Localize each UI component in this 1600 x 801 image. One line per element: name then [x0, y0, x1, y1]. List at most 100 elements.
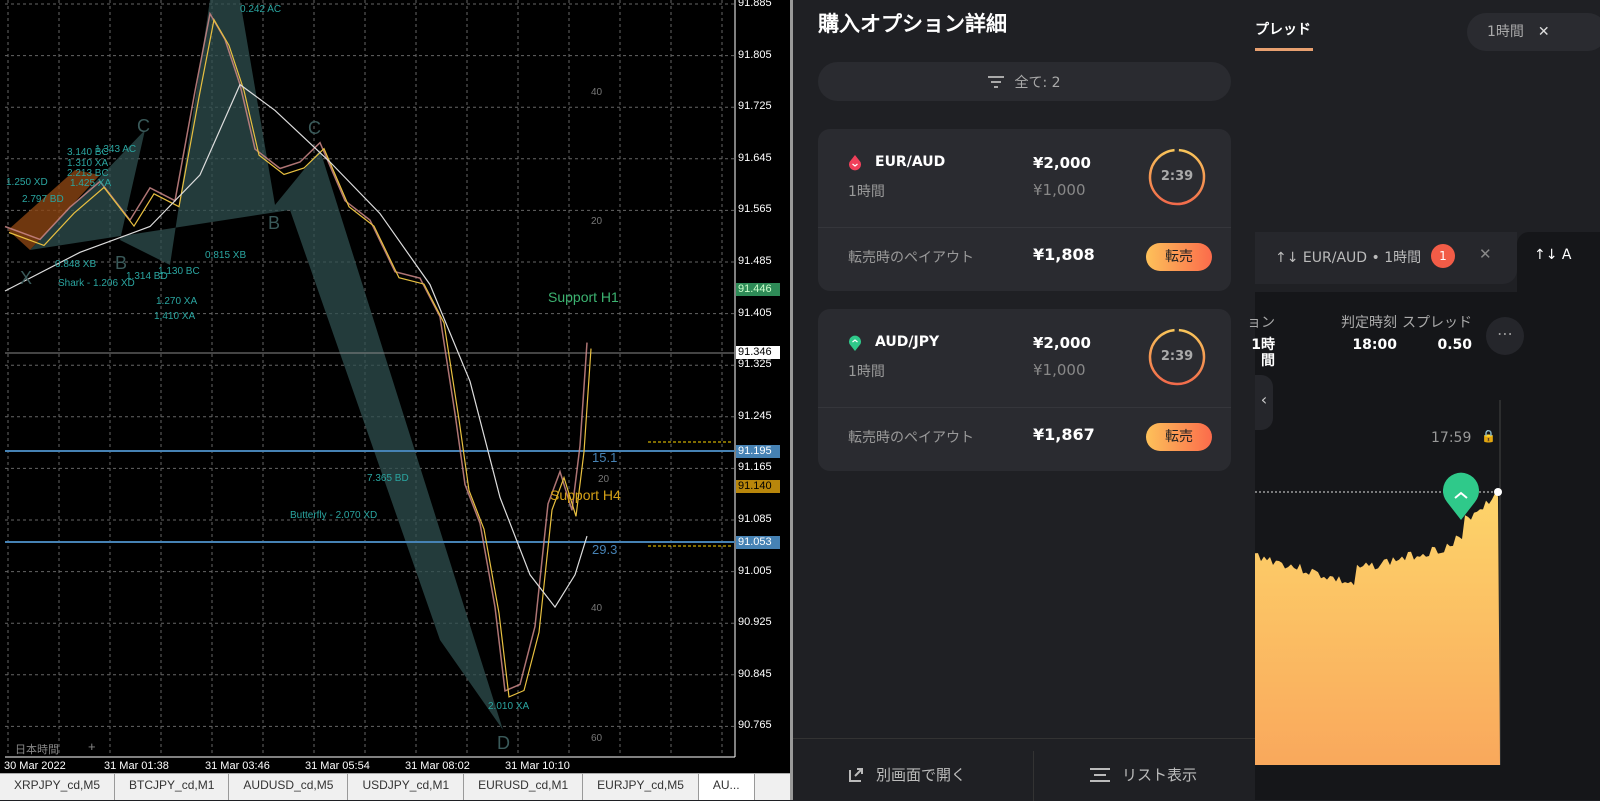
swap-icon: ↑↓	[1275, 250, 1303, 266]
active-tab-indicator	[1255, 48, 1313, 51]
add-icon[interactable]: +	[88, 739, 96, 754]
external-link-icon	[849, 767, 863, 782]
price-axis-label: 90.765	[738, 719, 772, 732]
asset-tab[interactable]: ↑↓ EUR/AUD • 1時間	[1275, 247, 1421, 267]
point-d: D	[497, 733, 510, 753]
chart-tab[interactable]: EURJPY_cd,M5	[583, 774, 699, 800]
time-label: 31 Mar 10:10	[505, 760, 570, 772]
info-column-value: 1時間	[1251, 337, 1275, 369]
more-options-button[interactable]: ⋯	[1486, 317, 1524, 355]
close-icon[interactable]: ✕	[1537, 24, 1550, 40]
price-axis-label: 91.405	[738, 306, 772, 319]
current-price-dot	[1494, 488, 1502, 496]
duration-chip-label: 1時間	[1487, 24, 1524, 40]
osc-label: 20	[591, 216, 603, 227]
chart-tab[interactable]: AUDUSD_cd,M5	[229, 774, 349, 800]
asset-tab-2[interactable]: ↑↓ A	[1534, 247, 1572, 263]
payout-value: ¥1,808	[1033, 245, 1095, 264]
price-area	[1255, 493, 1500, 765]
purchased-options-panel: 購入オプション詳細 全て: 2 EUR/AUD 1時間 ¥2,000 ¥1,00…	[790, 0, 1255, 801]
pair-name: AUD/JPY	[875, 334, 940, 350]
pattern-annotation: 1.130 BC	[158, 266, 200, 277]
pattern-annotation: Shark - 1.206 XD	[58, 278, 135, 289]
osc-label: 40	[591, 603, 603, 614]
pattern-annotation: 1.250 XD	[6, 177, 48, 188]
countdown-timer: 2:39	[1160, 169, 1194, 184]
duration: 1時間	[848, 184, 885, 200]
chart-tab[interactable]: BTCJPY_cd,M1	[115, 774, 230, 800]
price-axis-label: 91.565	[738, 203, 772, 216]
pattern-annotation: 3.140 BC	[67, 147, 109, 158]
tab-spread[interactable]: プレッド	[1255, 22, 1311, 38]
asset-tab-2-label: A	[1561, 247, 1572, 263]
chart-tab[interactable]: EURUSD_cd,M1	[464, 774, 584, 800]
asset-tab-label: EUR/AUD • 1時間	[1302, 250, 1422, 266]
list-view-button[interactable]: リスト表示	[1090, 764, 1197, 785]
pattern-annotation: 2.010 XA	[488, 701, 530, 712]
price-axis-label: 91.005	[738, 564, 772, 577]
filter-icon	[988, 75, 1005, 88]
point-b: B	[268, 213, 281, 233]
time-label: 31 Mar 01:38	[104, 760, 169, 772]
stake-amount: ¥1,000	[1033, 361, 1086, 379]
list-icon	[1090, 767, 1110, 782]
resell-button[interactable]: 転売	[1146, 243, 1212, 271]
pattern-annotation: Butterfly - 2.070 XD	[290, 510, 378, 521]
open-new-window-button[interactable]: 別画面で開く	[848, 764, 966, 785]
panel-title: 購入オプション詳細	[818, 12, 1007, 36]
chart-tab[interactable]: USDJPY_cd,M1	[348, 774, 465, 800]
filter-button[interactable]: 全て: 2	[818, 62, 1231, 101]
price-chart-canvas	[4, 0, 736, 758]
info-column: ョン 1時間	[1245, 315, 1275, 369]
time-label: 31 Mar 05:54	[305, 760, 370, 772]
info-column: スプレッド 0.50	[1400, 315, 1472, 353]
price-candles	[4, 11, 588, 692]
pattern-annotation: 0.815 XB	[205, 250, 247, 261]
option-card: EUR/AUD 1時間 ¥2,000 ¥1,000 2:39 転売時のペイアウト…	[818, 129, 1231, 291]
time-label: 17:59	[1431, 430, 1472, 446]
arrow-down-drop-icon	[849, 155, 861, 171]
countdown-ring	[1148, 148, 1206, 206]
purchase-amount: ¥2,000	[1033, 334, 1091, 352]
point-x: X	[20, 268, 33, 288]
duration-chip[interactable]: 1時間 ✕	[1467, 13, 1600, 51]
chart-tab[interactable]: AU...	[698, 774, 755, 800]
lower-line-price-tag: 91.053	[736, 536, 780, 549]
info-column-value: 18:00	[1352, 337, 1397, 353]
filter-label: 全て: 2	[1014, 74, 1061, 91]
swap-icon: ↑↓	[1534, 247, 1562, 263]
resell-button[interactable]: 転売	[1146, 423, 1212, 451]
collapse-button[interactable]: ‹	[1255, 375, 1273, 430]
payout-label: 転売時のペイアウト	[848, 430, 974, 446]
list-view-label: リスト表示	[1122, 766, 1198, 784]
pattern-annotation: 1.270 XA	[156, 296, 198, 307]
chart-tab[interactable]: XRPJPY_cd,M5	[0, 774, 116, 800]
price-axis-label: 91.885	[738, 0, 772, 9]
notification-badge: 1	[1431, 244, 1455, 268]
price-area-chart	[1255, 400, 1502, 765]
level-value: 29.3	[592, 542, 618, 557]
support-h4-price-tag: 91.140	[736, 480, 780, 493]
chart-tabs: XRPJPY_cd,M5 BTCJPY_cd,M1 AUDUSD_cd,M5 USDJ…	[0, 773, 790, 800]
support-h1-label: Support H1	[548, 289, 619, 305]
pattern-annotation: 2.797 BD	[22, 194, 64, 205]
lock-icon: 🔒	[1481, 429, 1496, 443]
slow-moving-average	[4, 83, 588, 609]
info-column-header: スプレッド	[1402, 315, 1472, 331]
pattern-annotation: 0.242 AC	[240, 4, 282, 15]
pattern-annotation: 0.848 XB	[55, 259, 97, 270]
entry-marker-icon	[1443, 472, 1479, 520]
pattern-annotation: 1.314 BD	[126, 271, 168, 282]
time-label: 31 Mar 08:02	[405, 760, 470, 772]
mt4-chart[interactable]: 91.885 91.805 91.725 91.645 91.565 91.485 91.4…	[0, 0, 790, 800]
info-column: 判定時刻 18:00	[1325, 315, 1397, 353]
point-c: C	[137, 116, 150, 136]
payout-label: 転売時のペイアウト	[848, 250, 974, 266]
close-tab-icon[interactable]: ✕	[1479, 245, 1492, 263]
pattern-annotation: 2.213 BC	[67, 168, 109, 179]
arrow-up-pin-icon	[849, 335, 861, 351]
countdown-timer: 2:39	[1160, 349, 1194, 364]
payout-value: ¥1,867	[1033, 425, 1095, 444]
purchase-amount: ¥2,000	[1033, 154, 1091, 172]
stake-amount: ¥1,000	[1033, 181, 1086, 199]
